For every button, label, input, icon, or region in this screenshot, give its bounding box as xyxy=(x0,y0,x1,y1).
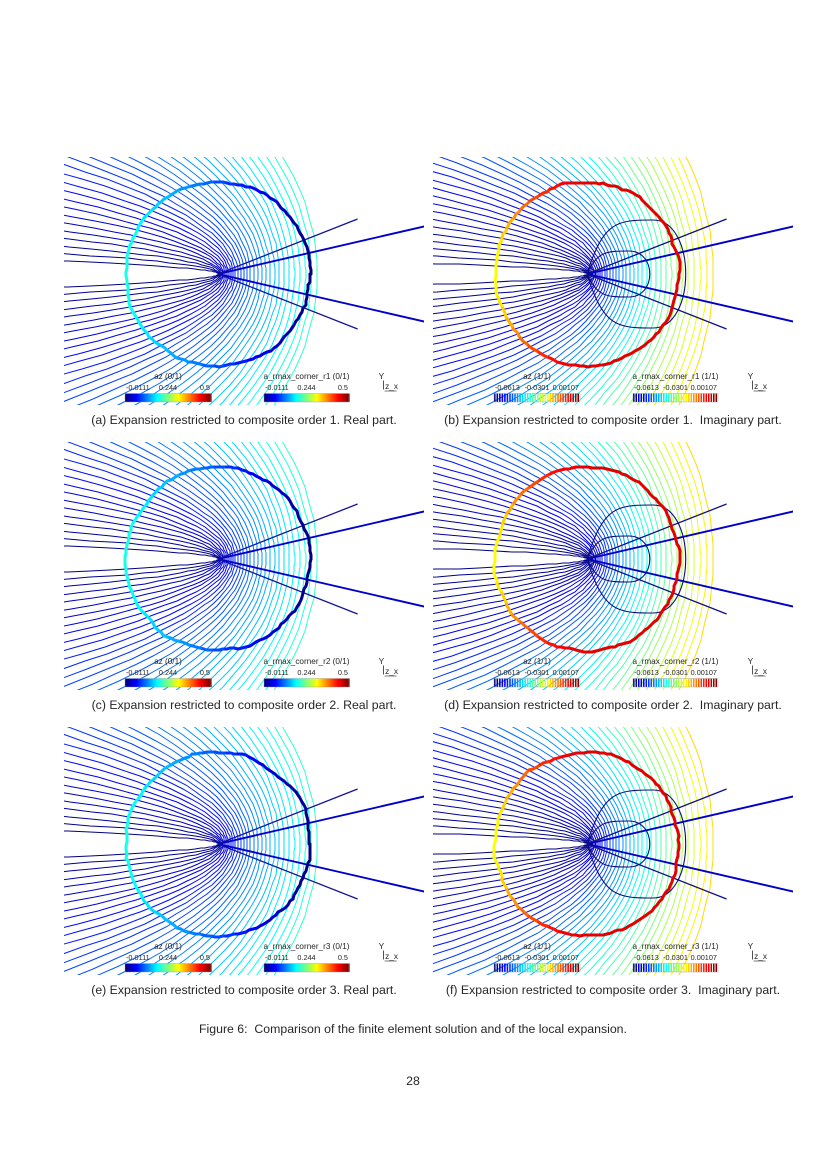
svg-text:0.00107: 0.00107 xyxy=(553,668,579,677)
svg-text:0.244: 0.244 xyxy=(297,953,315,962)
svg-text:z_x: z_x xyxy=(385,951,399,961)
svg-text:0.5: 0.5 xyxy=(338,668,348,677)
svg-text:Y: Y xyxy=(379,941,385,951)
svg-text:0.244: 0.244 xyxy=(297,668,315,677)
svg-text:z_x: z_x xyxy=(385,381,399,391)
svg-text:0.5: 0.5 xyxy=(338,383,348,392)
svg-text:-0.0111: -0.0111 xyxy=(126,953,150,962)
svg-text:-0.0613: -0.0613 xyxy=(634,668,659,677)
svg-text:-0.0301: -0.0301 xyxy=(663,953,688,962)
svg-text:-0.0111: -0.0111 xyxy=(126,383,150,392)
svg-text:-0.0613: -0.0613 xyxy=(495,953,520,962)
svg-text:0.244: 0.244 xyxy=(297,383,315,392)
svg-text:0.00107: 0.00107 xyxy=(553,953,579,962)
svg-text:az (0/1): az (0/1) xyxy=(154,942,182,951)
svg-text:Y: Y xyxy=(748,371,754,381)
svg-text:a_rmax_corner_r1 (0/1): a_rmax_corner_r1 (0/1) xyxy=(263,372,349,381)
svg-text:0.00107: 0.00107 xyxy=(691,668,717,677)
svg-text:0.5: 0.5 xyxy=(200,383,210,392)
svg-text:-0.0613: -0.0613 xyxy=(634,383,659,392)
svg-text:0.244: 0.244 xyxy=(159,383,177,392)
svg-text:az (1/1): az (1/1) xyxy=(523,372,551,381)
svg-text:-0.0301: -0.0301 xyxy=(525,668,550,677)
svg-text:-0.0613: -0.0613 xyxy=(634,953,659,962)
svg-text:Y: Y xyxy=(379,371,385,381)
svg-text:az (0/1): az (0/1) xyxy=(154,657,182,666)
svg-text:a_rmax_corner_r3 (0/1): a_rmax_corner_r3 (0/1) xyxy=(263,942,349,951)
svg-text:-0.0301: -0.0301 xyxy=(525,383,550,392)
svg-text:-0.0111: -0.0111 xyxy=(265,383,289,392)
svg-text:-0.0111: -0.0111 xyxy=(265,953,289,962)
svg-text:-0.0301: -0.0301 xyxy=(663,383,688,392)
svg-text:a_rmax_corner_r3 (1/1): a_rmax_corner_r3 (1/1) xyxy=(632,942,718,951)
svg-text:Y: Y xyxy=(748,941,754,951)
svg-text:z_x: z_x xyxy=(385,666,399,676)
svg-text:0.5: 0.5 xyxy=(200,668,210,677)
svg-text:0.00107: 0.00107 xyxy=(553,383,579,392)
svg-text:Y: Y xyxy=(379,656,385,666)
svg-text:0.5: 0.5 xyxy=(338,953,348,962)
svg-text:-0.0613: -0.0613 xyxy=(495,668,520,677)
svg-text:az (0/1): az (0/1) xyxy=(154,372,182,381)
svg-text:a_rmax_corner_r2 (0/1): a_rmax_corner_r2 (0/1) xyxy=(263,657,349,666)
svg-text:-0.0111: -0.0111 xyxy=(265,668,289,677)
svg-text:Y: Y xyxy=(748,656,754,666)
svg-text:0.244: 0.244 xyxy=(159,668,177,677)
svg-text:az (1/1): az (1/1) xyxy=(523,657,551,666)
svg-text:-0.0301: -0.0301 xyxy=(663,668,688,677)
svg-text:0.244: 0.244 xyxy=(159,953,177,962)
svg-text:a_rmax_corner_r2 (1/1): a_rmax_corner_r2 (1/1) xyxy=(632,657,718,666)
svg-text:-0.0613: -0.0613 xyxy=(495,383,520,392)
svg-text:az (1/1): az (1/1) xyxy=(523,942,551,951)
svg-text:0.5: 0.5 xyxy=(200,953,210,962)
svg-text:-0.0301: -0.0301 xyxy=(525,953,550,962)
svg-text:z_x: z_x xyxy=(754,381,768,391)
svg-text:z_x: z_x xyxy=(754,951,768,961)
svg-text:0.00107: 0.00107 xyxy=(691,383,717,392)
svg-text:a_rmax_corner_r1 (1/1): a_rmax_corner_r1 (1/1) xyxy=(632,372,718,381)
svg-text:0.00107: 0.00107 xyxy=(691,953,717,962)
svg-text:-0.0111: -0.0111 xyxy=(126,668,150,677)
svg-text:z_x: z_x xyxy=(754,666,768,676)
